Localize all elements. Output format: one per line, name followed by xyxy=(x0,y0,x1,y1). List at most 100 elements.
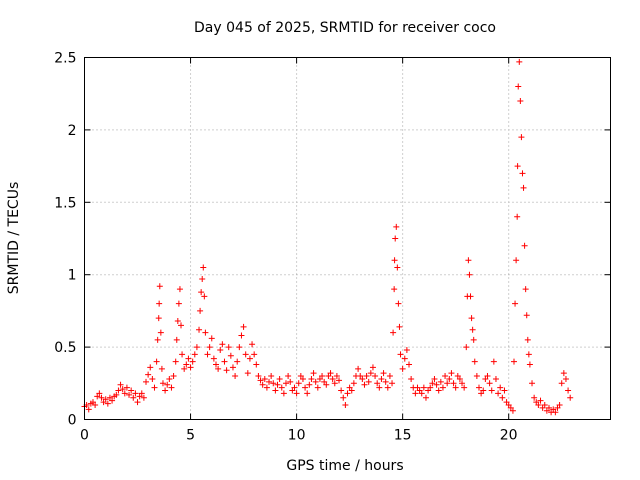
data-point xyxy=(244,370,251,377)
data-point xyxy=(232,373,239,380)
x-axis-label: GPS time / hours xyxy=(286,458,403,474)
data-point xyxy=(274,381,281,388)
data-point xyxy=(397,351,404,358)
data-point xyxy=(521,242,528,249)
data-point xyxy=(552,409,559,416)
y-tick-label: 1 xyxy=(68,268,77,284)
data-point xyxy=(249,341,256,348)
data-point xyxy=(109,397,116,404)
data-point xyxy=(113,391,120,398)
data-point xyxy=(196,326,203,333)
data-point xyxy=(310,370,317,377)
data-point xyxy=(189,358,196,365)
data-point xyxy=(363,373,370,380)
y-tick-labels: 0 0.5 1 1.5 2 2.5 xyxy=(54,51,76,429)
x-tick-label: 20 xyxy=(500,428,518,444)
data-point xyxy=(204,351,211,358)
data-point xyxy=(145,371,152,378)
data-point xyxy=(389,380,396,387)
data-point xyxy=(394,264,401,271)
data-point xyxy=(234,358,241,365)
data-point xyxy=(253,361,260,368)
data-point xyxy=(179,351,186,358)
x-tick-label: 5 xyxy=(186,428,195,444)
data-point xyxy=(242,351,249,358)
data-point xyxy=(446,375,453,382)
data-point xyxy=(293,390,300,397)
data-point xyxy=(359,375,366,382)
data-point xyxy=(562,375,569,382)
data-point xyxy=(517,97,524,104)
data-point xyxy=(123,384,130,391)
data-point xyxy=(304,390,311,397)
data-point xyxy=(128,387,135,394)
data-point xyxy=(522,286,529,293)
data-point xyxy=(367,370,374,377)
data-point xyxy=(130,394,137,401)
data-point xyxy=(149,375,156,382)
data-point xyxy=(96,390,103,397)
y-tick-label: 0 xyxy=(68,413,77,429)
x-tick-label: 0 xyxy=(80,428,89,444)
data-point xyxy=(266,378,273,385)
data-point xyxy=(468,315,475,322)
data-point xyxy=(202,329,209,336)
data-point xyxy=(342,402,349,409)
data-point xyxy=(157,329,164,336)
data-point xyxy=(378,375,385,382)
data-point xyxy=(225,344,232,351)
data-point xyxy=(333,373,340,380)
data-point xyxy=(193,344,200,351)
data-point xyxy=(439,384,446,391)
data-point xyxy=(153,358,160,365)
data-point xyxy=(525,351,532,358)
data-point xyxy=(178,322,185,329)
data-point xyxy=(476,384,482,391)
data-point xyxy=(173,336,180,343)
data-point xyxy=(187,364,194,371)
data-point xyxy=(420,384,427,391)
data-point xyxy=(450,380,457,387)
data-point xyxy=(217,346,224,353)
data-point xyxy=(361,381,368,388)
data-point xyxy=(338,387,345,394)
data-point xyxy=(164,381,171,388)
data-point xyxy=(176,286,183,293)
data-point xyxy=(287,378,294,385)
data-point xyxy=(268,373,275,380)
data-point xyxy=(270,380,277,387)
y-tick-label: 2.5 xyxy=(54,51,76,67)
data-point xyxy=(199,276,206,283)
data-point xyxy=(520,184,527,191)
data-points xyxy=(81,58,574,416)
data-point xyxy=(344,390,351,397)
data-point xyxy=(206,344,213,351)
data-point xyxy=(471,358,478,365)
data-point xyxy=(282,380,289,387)
data-point xyxy=(374,380,381,387)
data-point xyxy=(221,358,228,365)
data-point xyxy=(470,336,477,343)
data-point xyxy=(488,387,495,394)
data-point xyxy=(104,400,111,407)
data-point xyxy=(412,390,419,397)
data-point xyxy=(382,378,389,385)
data-point xyxy=(280,390,287,397)
x-tick-label: 15 xyxy=(394,428,412,444)
data-point xyxy=(156,300,163,307)
plot-frame xyxy=(84,57,611,420)
data-point xyxy=(219,341,226,348)
data-point xyxy=(208,335,215,342)
data-point xyxy=(442,373,449,380)
data-point xyxy=(350,380,357,387)
data-point xyxy=(461,384,468,391)
data-point xyxy=(372,373,379,380)
data-point xyxy=(134,399,141,406)
data-point xyxy=(395,300,402,307)
data-point xyxy=(556,402,563,409)
data-point xyxy=(158,365,165,372)
data-point xyxy=(259,381,266,388)
data-point xyxy=(376,384,383,391)
data-point xyxy=(183,361,190,368)
data-point xyxy=(513,257,520,264)
